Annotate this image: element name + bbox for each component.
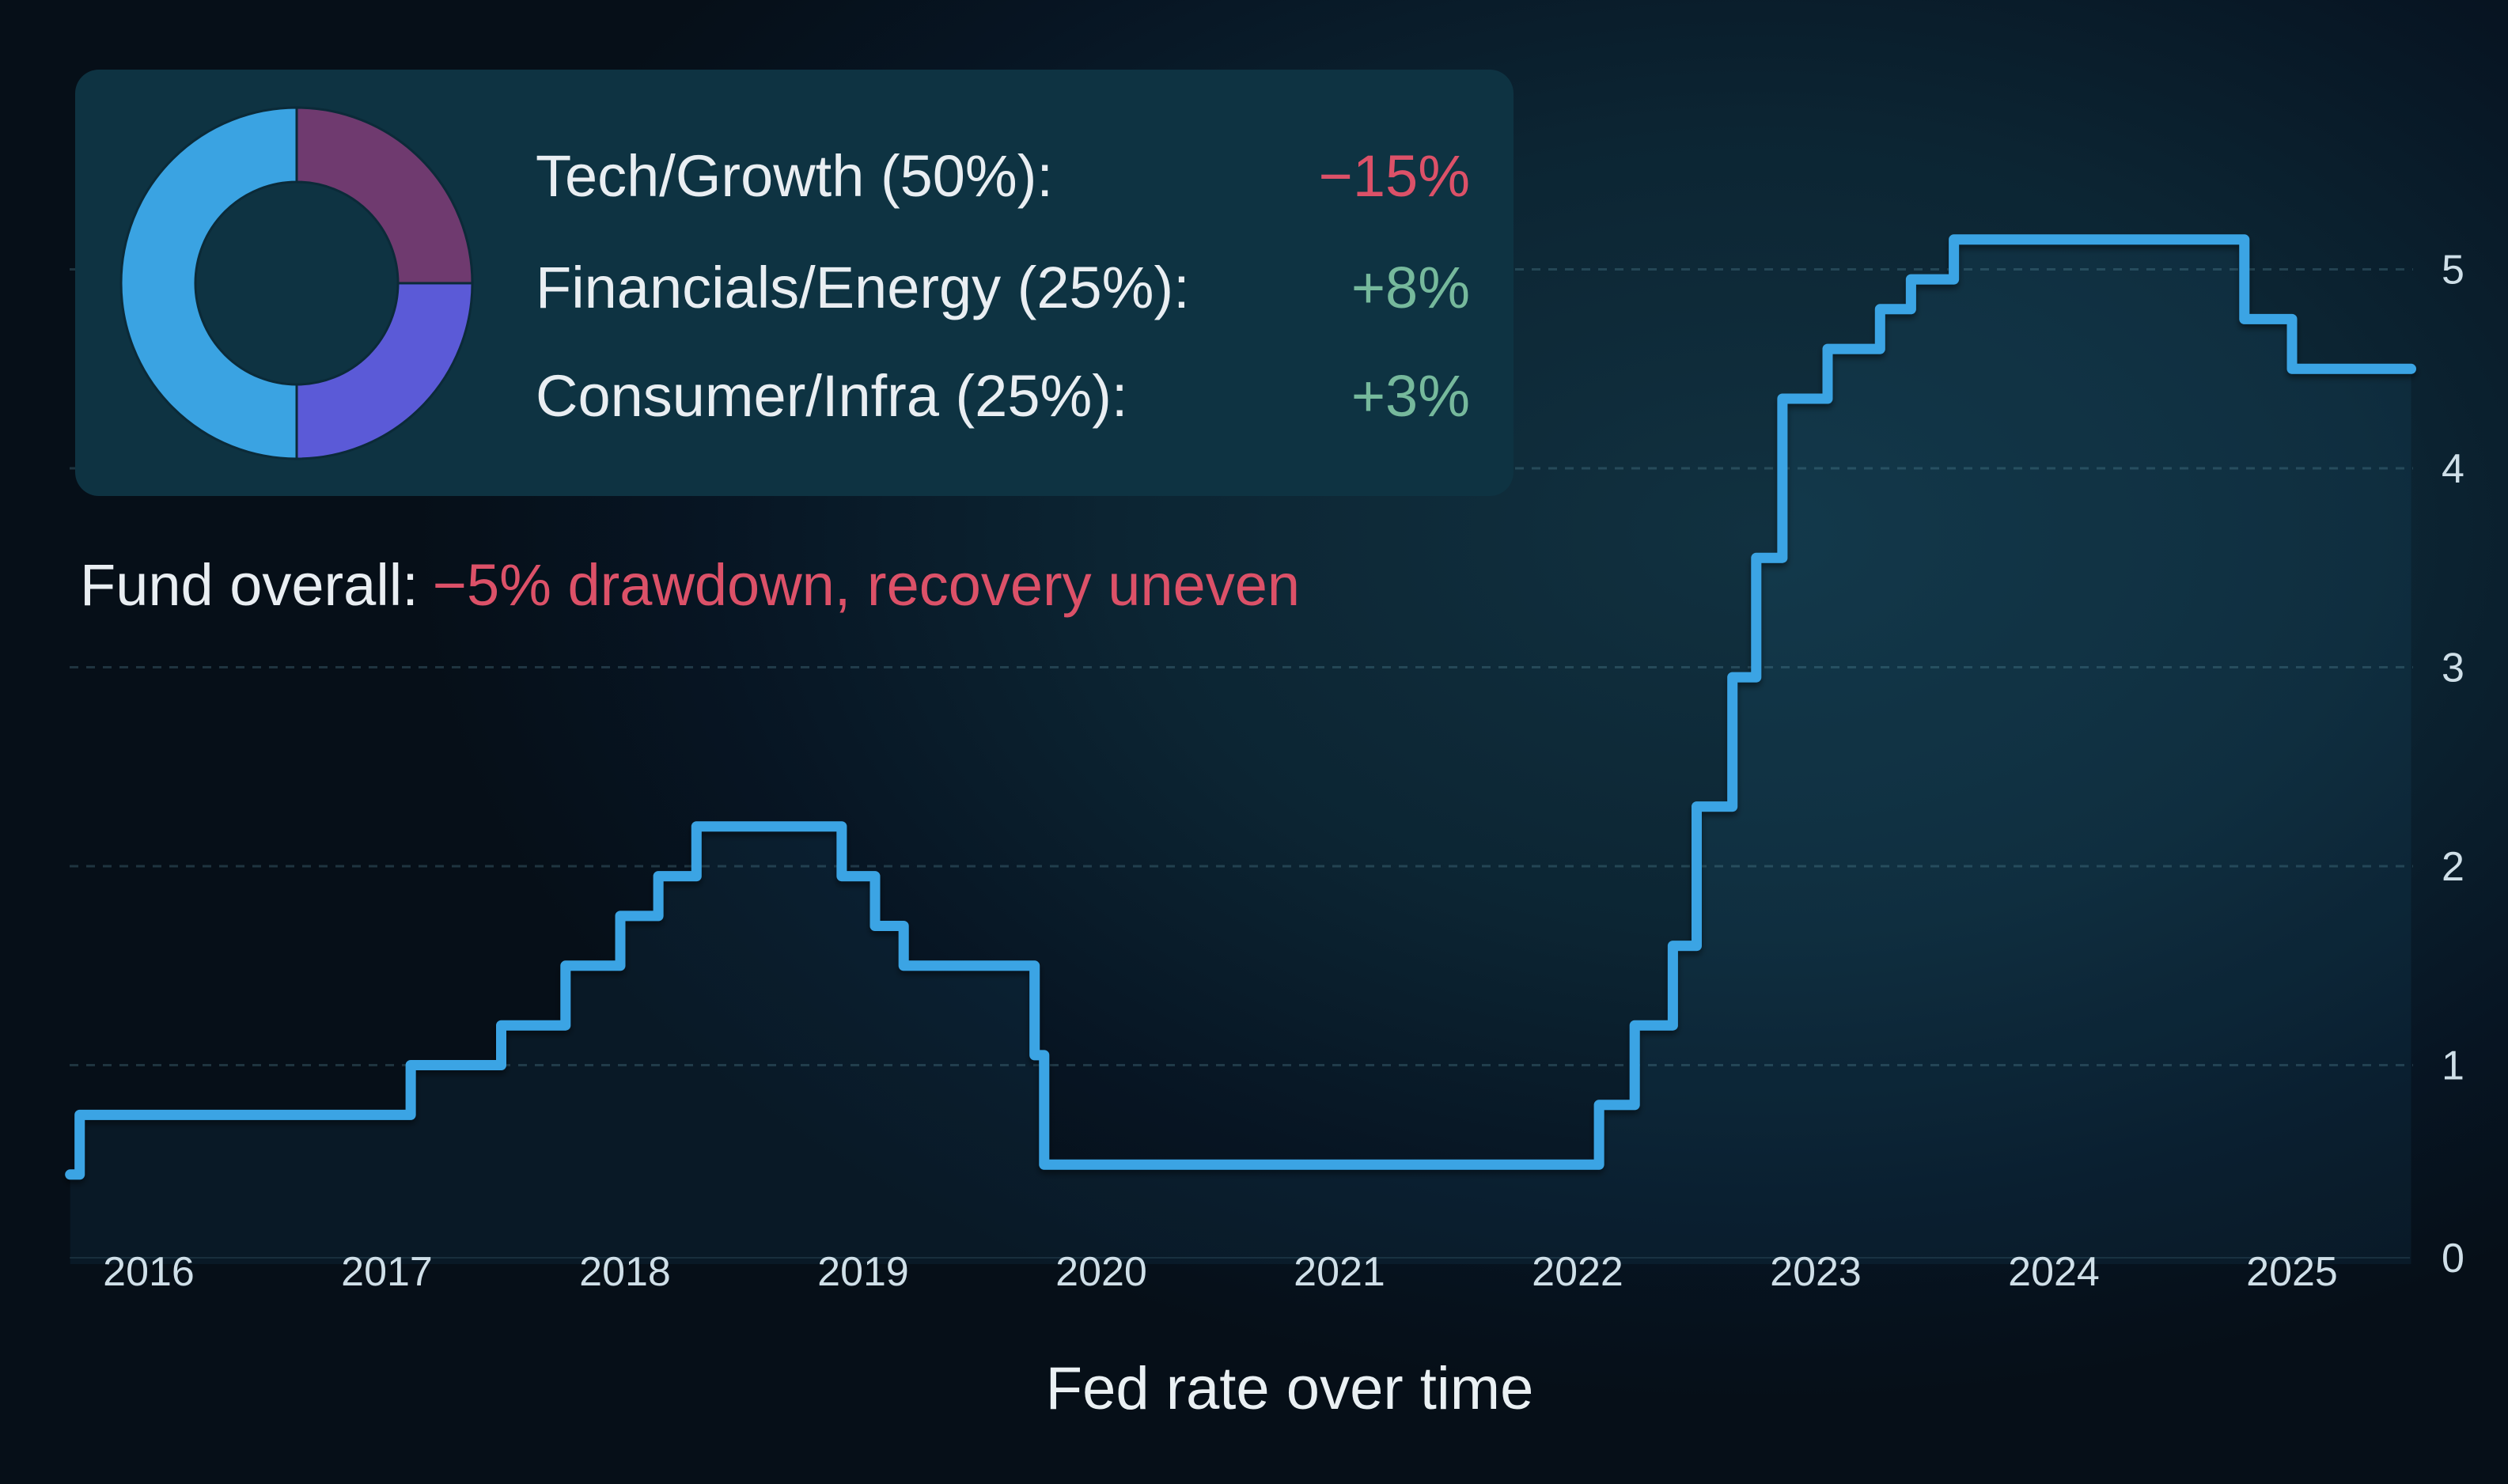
legend-value: +8% [1351, 254, 1470, 320]
legend-label: Financials/Energy (25%): [536, 254, 1190, 320]
fund-overall-callout: Fund overall: −5% drawdown, recovery unev… [80, 551, 1300, 619]
donut-slice-tech-growth [119, 106, 298, 460]
x-tick-2017: 2017 [341, 1249, 433, 1295]
legend-label: Consumer/Infra (25%): [536, 362, 1128, 429]
y-tick-0: 0 [2442, 1236, 2464, 1281]
x-tick-2018: 2018 [579, 1249, 671, 1295]
y-tick-2: 2 [2442, 844, 2464, 890]
y-tick-1: 1 [2442, 1043, 2464, 1089]
rate-line-layer [65, 234, 2416, 1180]
x-tick-2019: 2019 [817, 1249, 909, 1295]
donut-slice-consumer-infra [295, 282, 474, 460]
legend-rows: Tech/Growth (50%): −15% Financials/Energ… [536, 70, 1470, 496]
y-axis-labels: 0 1 2 3 4 5 [2442, 248, 2464, 1282]
x-tick-2020: 2020 [1055, 1249, 1147, 1295]
x-tick-2022: 2022 [1532, 1249, 1623, 1295]
y-tick-3: 3 [2442, 645, 2464, 691]
legend-label: Tech/Growth (50%): [536, 142, 1053, 209]
y-tick-4: 4 [2442, 446, 2464, 492]
legend-row-financials: Financials/Energy (25%): +8% [536, 255, 1470, 320]
legend-value: −15% [1318, 142, 1470, 209]
fed-rate-line [65, 234, 2416, 1180]
legend-row-consumer: Consumer/Infra (25%): +3% [536, 363, 1470, 429]
donut-slice-financials-energy [295, 106, 474, 285]
x-tick-2023: 2023 [1770, 1249, 1862, 1295]
rate-step-line [70, 239, 2411, 1264]
rate-area-fill [70, 239, 2411, 1264]
legend-value: +3% [1351, 362, 1470, 429]
allocation-legend-panel: Tech/Growth (50%): −15% Financials/Energ… [75, 70, 1514, 496]
x-tick-2024: 2024 [2008, 1249, 2100, 1295]
x-tick-2021: 2021 [1294, 1249, 1385, 1295]
fund-overall-label: Fund overall: [80, 552, 419, 618]
x-tick-2025: 2025 [2246, 1249, 2338, 1295]
allocation-donut-chart [119, 106, 474, 460]
y-tick-5: 5 [2442, 248, 2464, 293]
chart-title: Fed rate over time [1046, 1355, 1534, 1422]
x-axis-labels: 2016 2017 2018 2019 2020 2021 2022 2023 2024 2025 [103, 1249, 2338, 1295]
x-tick-2016: 2016 [103, 1249, 195, 1295]
fund-overall-highlight: −5% drawdown, recovery uneven [432, 552, 1301, 618]
legend-row-tech: Tech/Growth (50%): −15% [536, 143, 1470, 209]
